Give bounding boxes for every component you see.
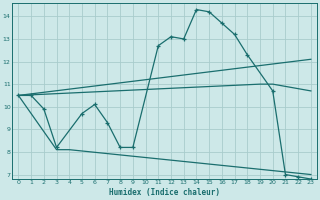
X-axis label: Humidex (Indice chaleur): Humidex (Indice chaleur) bbox=[109, 188, 220, 197]
